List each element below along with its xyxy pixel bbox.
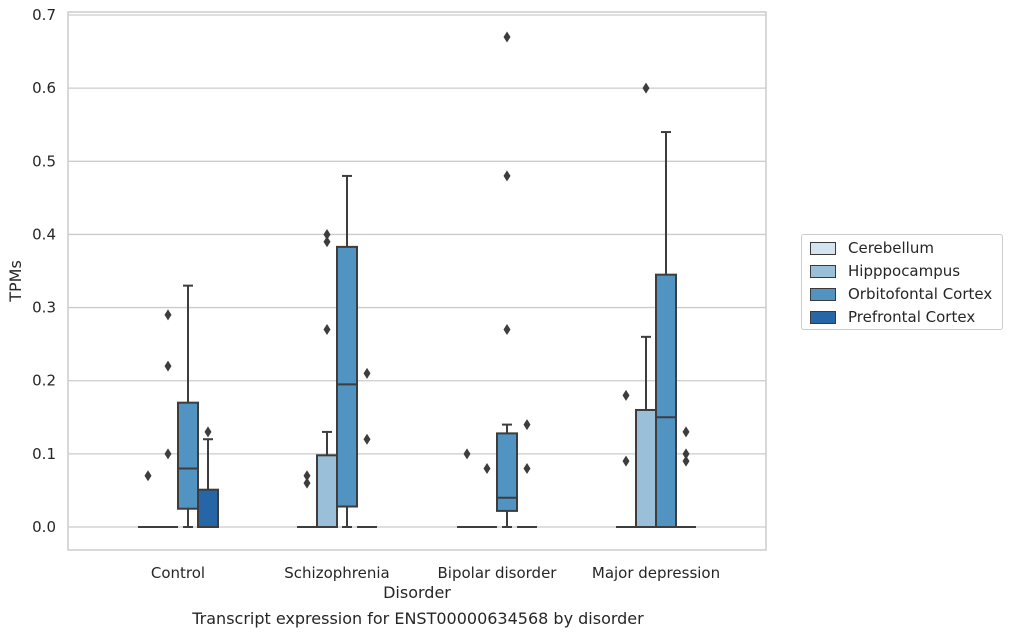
- box: [635, 408, 657, 529]
- outlier-point: [463, 448, 471, 460]
- x-tick-label: Schizophrenia: [284, 564, 389, 582]
- y-tick-label: 0.6: [32, 79, 56, 97]
- outlier-point: [642, 82, 650, 94]
- legend-label-orbitofontal-cortex: Orbitofontal Cortex: [848, 285, 993, 303]
- plot-area-frame: [67, 11, 767, 551]
- box-group: [616, 389, 636, 528]
- box-group: [477, 462, 497, 528]
- box-group: [496, 31, 518, 528]
- outlier-point: [503, 324, 511, 336]
- outlier-point: [622, 455, 630, 467]
- y-tick-label: 0.7: [32, 6, 56, 24]
- outlier-point: [164, 448, 172, 460]
- box-group: [676, 426, 696, 528]
- legend-item-orbitofontal-cortex: Orbitofontal Cortex: [810, 285, 992, 303]
- outlier-point: [363, 433, 371, 445]
- outlier-point: [523, 419, 531, 431]
- x-tick-label: Control: [151, 564, 205, 582]
- y-axis-title: TPMs: [6, 260, 25, 303]
- outlier-point: [323, 228, 331, 240]
- legend-swatch-cerebellum: [810, 241, 836, 255]
- outlier-point: [483, 462, 491, 474]
- outlier-point: [204, 426, 212, 438]
- legend-item-cerebellum: Cerebellum: [810, 239, 934, 257]
- chart-title: Transcript expression for ENST0000063456…: [192, 609, 644, 628]
- outlier-point: [323, 324, 331, 336]
- box-group: [655, 131, 677, 528]
- outlier-point: [622, 389, 630, 401]
- legend-item-prefrontal-cortex: Prefrontal Cortex: [810, 308, 975, 326]
- y-tick-label: 0.4: [32, 225, 56, 243]
- box-group: [177, 284, 199, 528]
- box: [197, 488, 219, 529]
- box-group: [197, 426, 219, 529]
- legend-label-hipppocampus: Hipppocampus: [848, 262, 961, 280]
- box-group: [316, 228, 338, 529]
- outlier-point: [682, 455, 690, 467]
- boxes: [138, 31, 696, 529]
- x-tick-label: Bipolar disorder: [438, 564, 558, 582]
- box: [177, 401, 199, 510]
- box-group: [357, 367, 377, 528]
- box-group: [517, 419, 537, 528]
- x-axis-ticks: Control Schizophrenia Bipolar disorder Majo…: [151, 564, 720, 582]
- outlier-point: [523, 462, 531, 474]
- box-group: [457, 448, 477, 528]
- legend-label-cerebellum: Cerebellum: [848, 239, 934, 257]
- box-group: [635, 82, 657, 529]
- legend: Cerebellum Hipppocampus Orbitofontal Cor…: [801, 234, 1003, 330]
- box: [496, 432, 518, 512]
- y-tick-label: 0.5: [32, 152, 56, 170]
- y-tick-label: 0.1: [32, 445, 56, 463]
- legend-label-prefrontal-cortex: Prefrontal Cortex: [848, 308, 976, 326]
- box: [655, 273, 677, 528]
- outlier-point: [323, 236, 331, 248]
- outlier-point: [682, 448, 690, 460]
- x-tick-label: Major depression: [592, 564, 720, 582]
- outlier-point: [164, 360, 172, 372]
- box: [316, 454, 338, 529]
- box-group: [297, 470, 317, 528]
- outlier-point: [303, 477, 311, 489]
- legend-swatch-prefrontal-cortex: [810, 310, 836, 324]
- box-group: [336, 174, 358, 528]
- outlier-point: [303, 470, 311, 482]
- box-group: [138, 470, 158, 528]
- y-axis-ticks: 0.0 0.1 0.2 0.3 0.4 0.5 0.6 0.7: [32, 6, 56, 536]
- box: [336, 245, 358, 508]
- outlier-point: [144, 470, 152, 482]
- legend-swatch-hipppocampus: [810, 264, 836, 278]
- legend-swatch-orbitofontal-cortex: [810, 287, 836, 301]
- outlier-point: [682, 426, 690, 438]
- outlier-point: [503, 170, 511, 182]
- legend-item-hipppocampus: Hipppocampus: [810, 262, 960, 280]
- outlier-point: [164, 309, 172, 321]
- outlier-point: [503, 31, 511, 43]
- y-tick-label: 0.2: [32, 372, 56, 390]
- x-axis-title: Disorder: [383, 583, 451, 602]
- box-group: [158, 309, 178, 528]
- outlier-point: [363, 367, 371, 379]
- y-tick-label: 0.0: [32, 518, 56, 536]
- y-tick-label: 0.3: [32, 299, 56, 317]
